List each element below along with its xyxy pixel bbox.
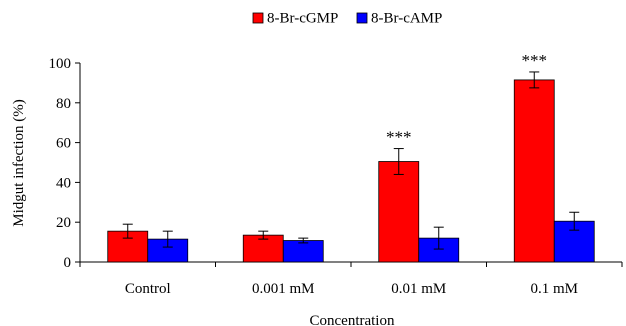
y-axis-title: Midgut infection (%)	[11, 99, 27, 226]
x-tick-label: 0.01 mM	[391, 281, 446, 297]
legend-label-cgmp: 8-Br-cGMP	[267, 11, 338, 27]
x-tick-label: 0.001 mM	[252, 281, 315, 297]
bar	[282, 240, 324, 263]
x-tick-label: Control	[125, 281, 171, 297]
significance-annotation: ***	[522, 51, 548, 70]
y-tick-label: 80	[56, 96, 71, 112]
bar	[378, 161, 420, 263]
y-tick-label: 0	[64, 255, 72, 271]
x-tick-label: 0.1 mM	[530, 281, 578, 297]
legend-swatch-cgmp	[252, 12, 264, 24]
legend-swatch-camp	[356, 12, 368, 24]
y-tick-label: 60	[56, 136, 71, 152]
legend: 8-Br-cGMP 8-Br-cAMP	[252, 11, 442, 27]
y-tick-label: 100	[49, 56, 72, 72]
significance-annotation: ***	[386, 128, 412, 147]
y-tick-label: 20	[56, 215, 71, 231]
x-axis-title: Concentration	[310, 313, 395, 326]
bar	[513, 79, 555, 263]
legend-label-camp: 8-Br-cAMP	[371, 11, 442, 27]
y-tick-label: 40	[56, 175, 71, 191]
plot-area: 0 20 40 60 80 100 Control 0.001 mM 0.01 mM 0.1 mM…	[49, 51, 623, 297]
